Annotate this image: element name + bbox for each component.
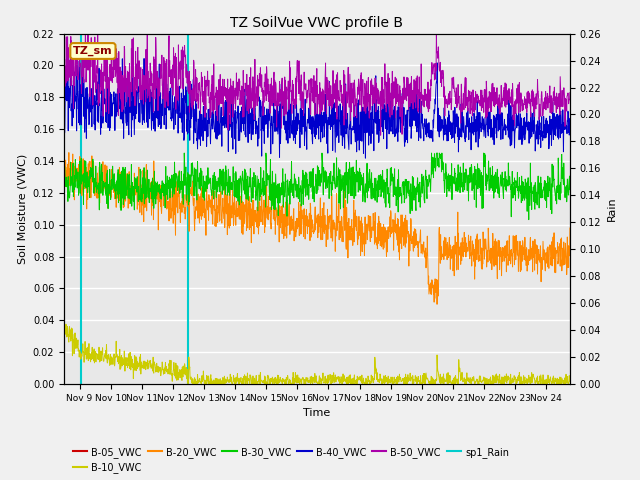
Title: TZ SoilVue VWC profile B: TZ SoilVue VWC profile B xyxy=(230,16,403,30)
Y-axis label: Rain: Rain xyxy=(607,196,616,221)
Y-axis label: Soil Moisture (VWC): Soil Moisture (VWC) xyxy=(17,154,27,264)
Legend: B-05_VWC, B-10_VWC, B-20_VWC, B-30_VWC, B-40_VWC, B-50_VWC, sp1_Rain: B-05_VWC, B-10_VWC, B-20_VWC, B-30_VWC, … xyxy=(69,443,513,477)
Text: TZ_sm: TZ_sm xyxy=(73,46,113,56)
X-axis label: Time: Time xyxy=(303,408,330,418)
